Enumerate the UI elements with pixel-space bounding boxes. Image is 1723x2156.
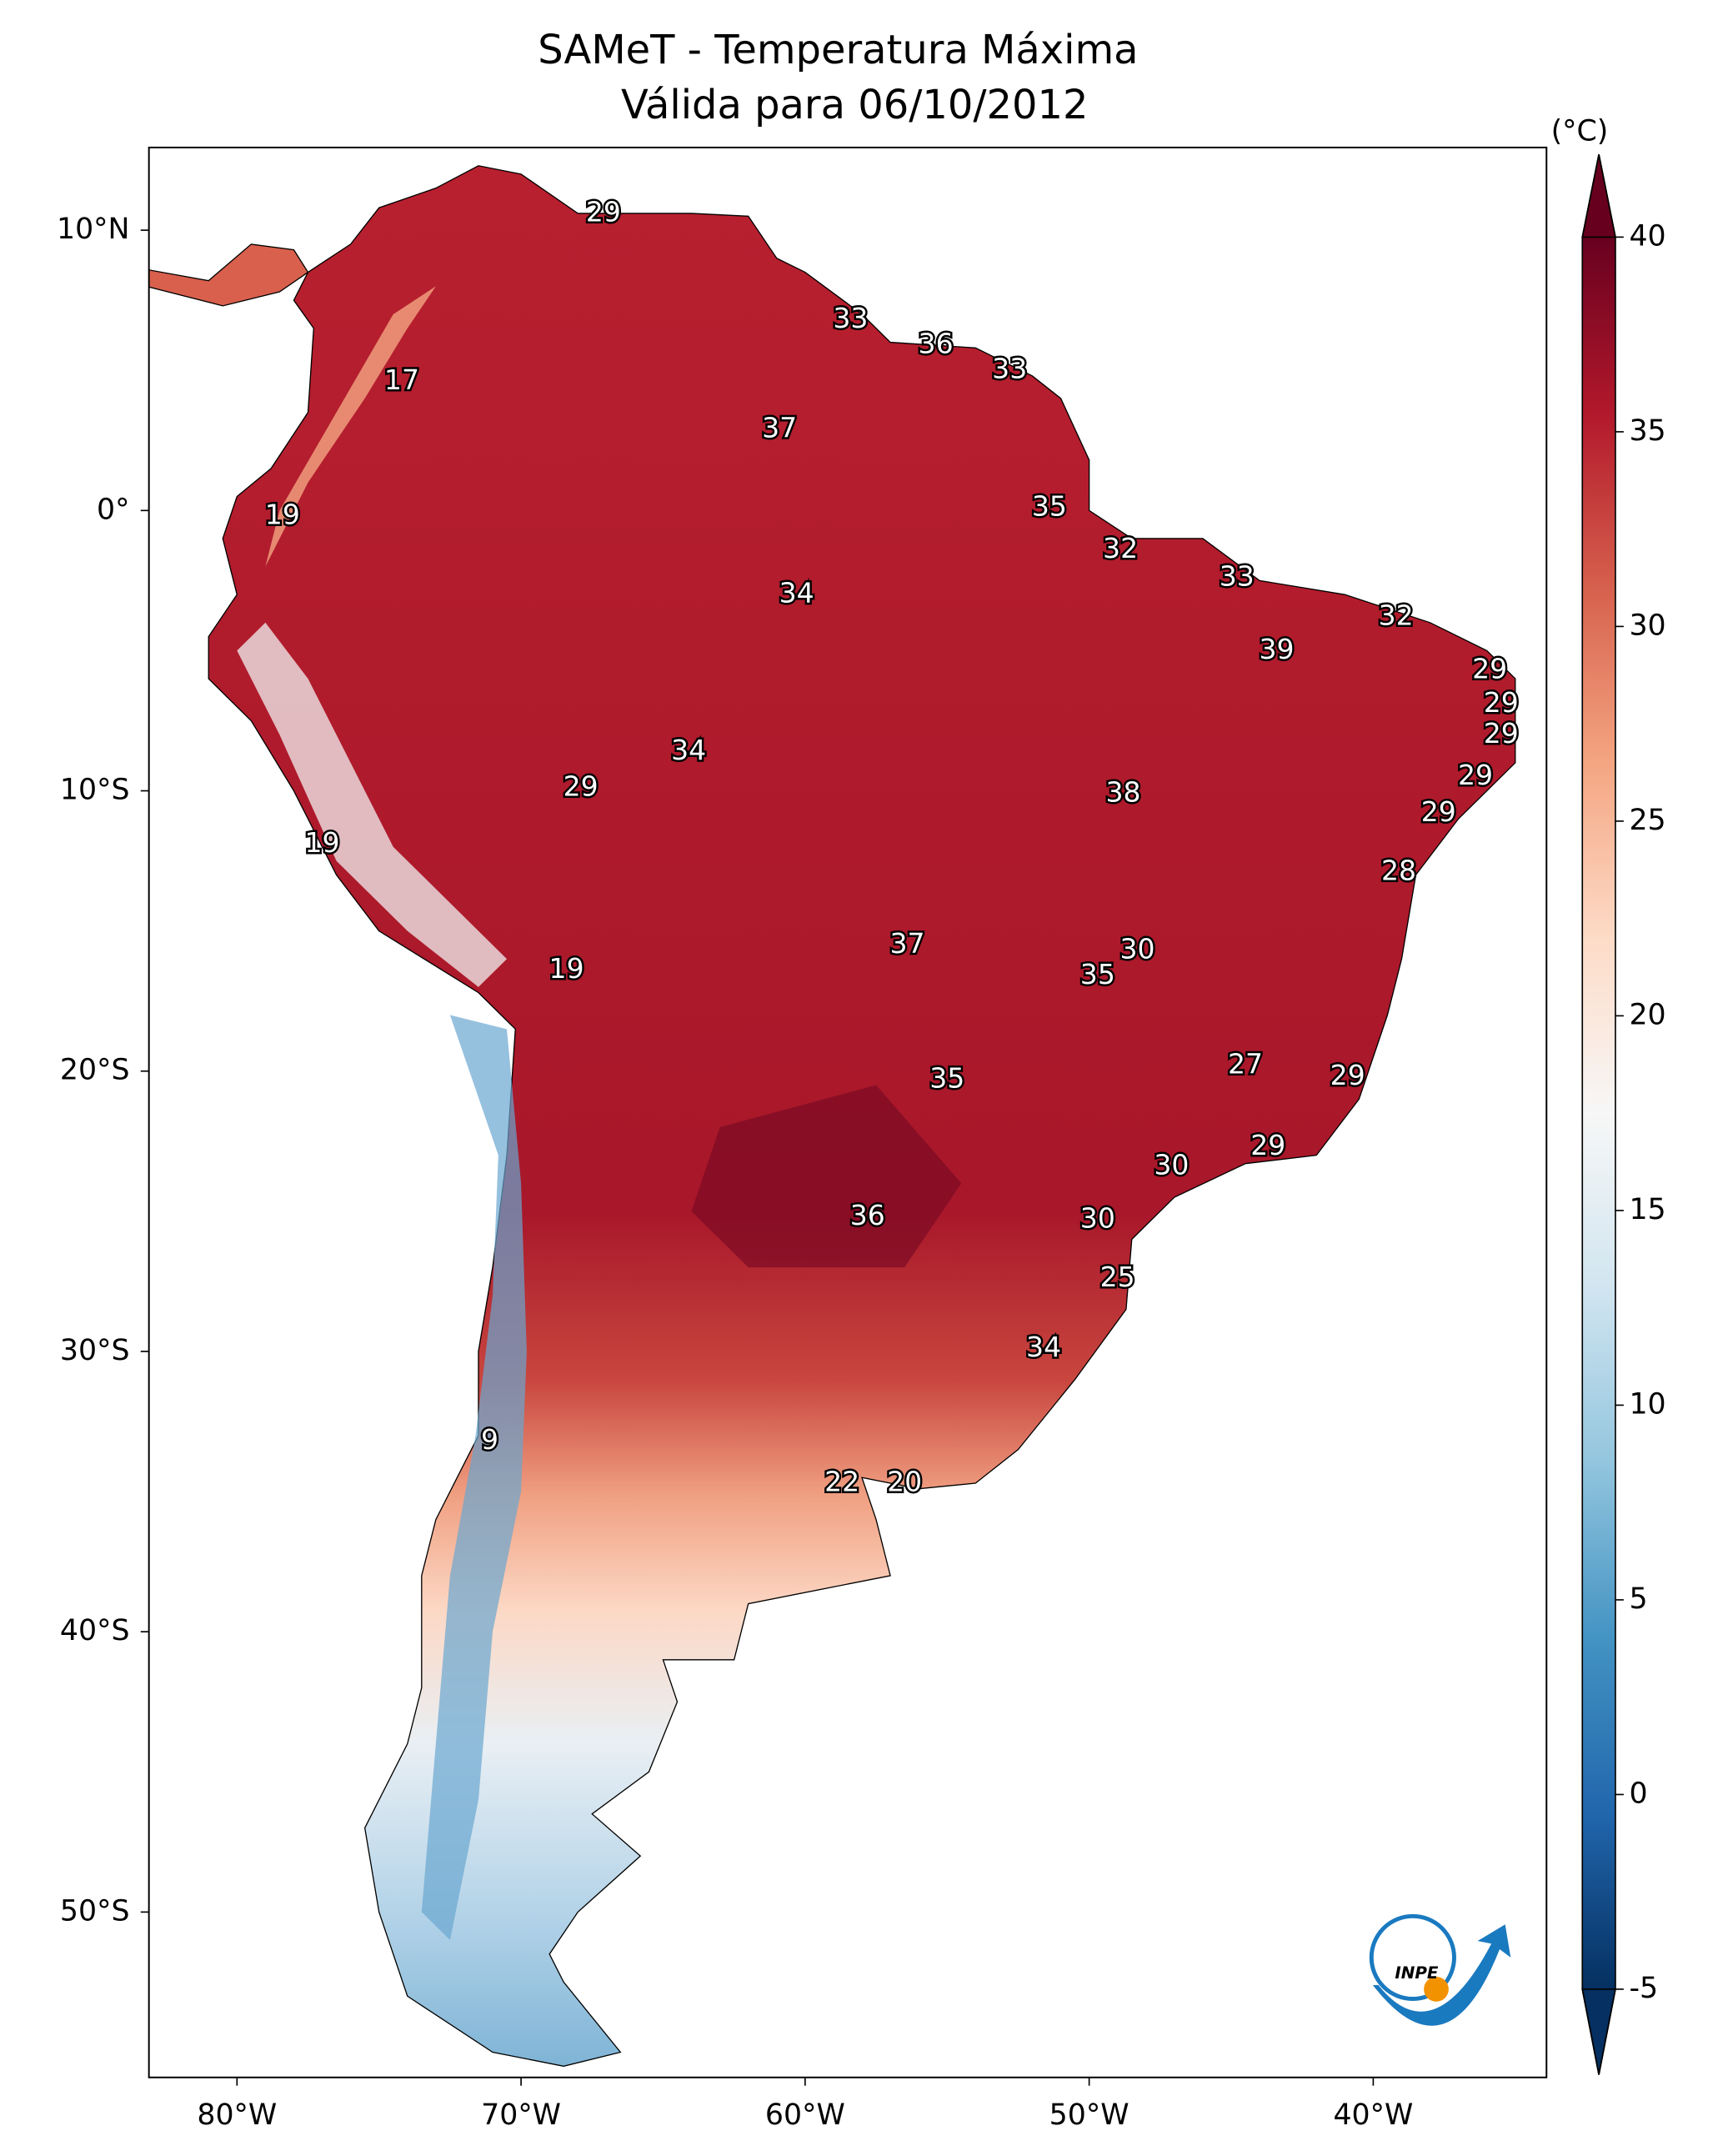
y-tick-label: 0° (97, 493, 129, 526)
temperature-label: 29 (1484, 717, 1519, 750)
temperature-label: 35 (1080, 958, 1115, 990)
colorbar-tick-label: 40 (1629, 219, 1665, 253)
temperature-label: 39 (1260, 633, 1295, 665)
colorbar-extend-min (1581, 1988, 1616, 2075)
logo-text: INPE (1395, 1963, 1439, 1983)
colorbar-tick-label: 25 (1629, 804, 1665, 837)
y-tick-label: 40°S (60, 1614, 130, 1647)
logo-ring (1369, 1913, 1456, 2001)
land-layer (148, 165, 1516, 2067)
temperature-label: 29 (563, 770, 599, 803)
y-tick-label: 10°S (60, 774, 130, 807)
temperature-label: 37 (762, 411, 797, 444)
colorbar-label: (°C) (1551, 115, 1609, 148)
y-tick-label: 50°S (60, 1894, 130, 1928)
temperature-label: 29 (1330, 1059, 1365, 1091)
temperature-label: 9 (481, 1423, 498, 1456)
temperature-label: 19 (265, 499, 300, 531)
x-tick-label: 70°W (481, 2098, 561, 2132)
temperature-label: 34 (779, 577, 814, 609)
temperature-label: 32 (1379, 599, 1414, 632)
temperature-label: 19 (305, 826, 340, 859)
y-tick-label: 30°S (60, 1334, 130, 1367)
temperature-label: 33 (833, 302, 868, 334)
map-frame (148, 146, 1548, 2078)
temperature-label: 19 (549, 952, 584, 985)
colorbar-tick-label: 10 (1629, 1387, 1665, 1421)
x-tick-label: 50°W (1049, 2098, 1129, 2132)
temperature-label: 38 (1105, 775, 1140, 808)
andes-peru (237, 622, 508, 987)
y-tick-label: 10°N (57, 213, 130, 246)
temperature-label: 34 (1026, 1331, 1061, 1363)
x-tick-label: 60°W (765, 2098, 845, 2132)
central-america (148, 243, 309, 307)
temperature-label: 33 (992, 353, 1027, 385)
y-tick-label: 20°S (60, 1054, 130, 1087)
andes-south (421, 1015, 527, 1941)
temperature-label: 30 (1080, 1201, 1115, 1234)
colorbar (1582, 237, 1615, 1989)
temperature-label: 29 (1484, 686, 1519, 719)
temperature-label: 35 (929, 1061, 964, 1094)
subtitle: Válida para 06/10/2012 (621, 82, 1089, 128)
temperature-label: 25 (1100, 1261, 1135, 1293)
temperature-label: 29 (1458, 759, 1493, 791)
temperature-label: 28 (1381, 855, 1416, 887)
temperature-label: 30 (1120, 933, 1155, 965)
temperature-label: 36 (919, 327, 954, 359)
temperature-label: 37 (889, 927, 924, 960)
colorbar-tick-label: 5 (1629, 1582, 1647, 1616)
colorbar-tick-label: 35 (1629, 414, 1665, 448)
x-tick-label: 80°W (197, 2098, 277, 2132)
temperature-label: 27 (1228, 1048, 1263, 1081)
logo-dot (1424, 1977, 1449, 2002)
temperature-label: 35 (1032, 489, 1067, 522)
logo-swoosh (1372, 1924, 1511, 2026)
temperature-label: 29 (586, 195, 621, 228)
title: SAMeT - Temperatura Máxima (538, 27, 1138, 73)
temperature-label: 29 (1421, 795, 1456, 828)
inpe-logo: INPE (1369, 1913, 1511, 2026)
temperature-label: 29 (1472, 652, 1507, 684)
temperature-label: 32 (1103, 532, 1138, 564)
temperature-label: 29 (1250, 1129, 1285, 1161)
colorbar-tick-label: 30 (1629, 609, 1665, 642)
colorbar-tick-label: 20 (1629, 998, 1665, 1031)
colorbar-tick-label: 15 (1629, 1193, 1665, 1226)
temperature-label: 22 (824, 1465, 859, 1497)
colorbar-extend-max (1581, 154, 1616, 238)
temperature-label: 34 (671, 734, 706, 766)
temperature-label: 36 (850, 1199, 885, 1231)
hot-core (691, 1085, 962, 1268)
temperature-label: 33 (1220, 560, 1255, 593)
x-tick-label: 40°W (1333, 2098, 1413, 2132)
colorbar-tick-label: 0 (1629, 1777, 1647, 1810)
colorbar-tick-label: -5 (1629, 1972, 1658, 2005)
temperature-label: 17 (384, 364, 419, 396)
temperature-label: 20 (887, 1465, 922, 1497)
temperature-label: 30 (1154, 1149, 1189, 1181)
